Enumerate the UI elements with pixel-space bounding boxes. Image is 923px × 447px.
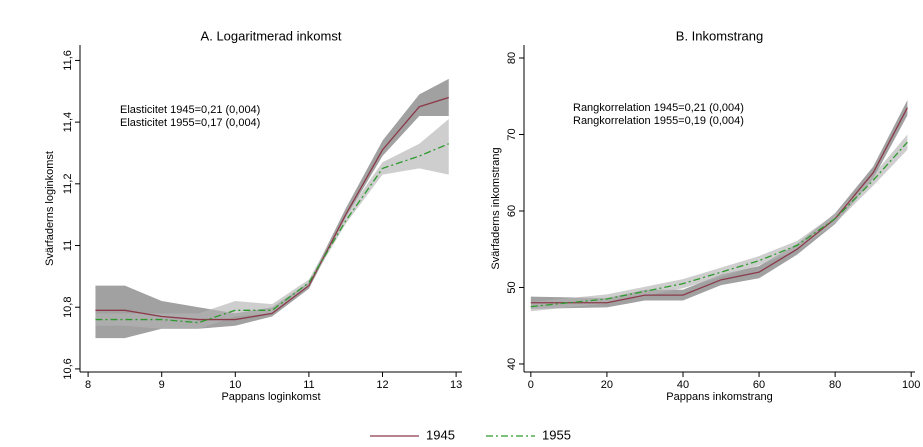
annotation: Elasticitet 1945=0,21 (0,004) [120,104,260,116]
confidence-band [95,78,449,339]
x-tick-label: 20 [601,379,613,391]
y-tick-label: 50 [506,281,518,293]
series-line [95,96,449,321]
series-line [530,141,908,308]
annotation: Rangkorrelation 1955=0,19 (0,004) [573,115,744,127]
legend-label: 1955 [542,427,571,442]
y-axis-label: Svärfaderns loginkomst [44,151,56,266]
x-axis-label: Pappans inkomstrang [666,391,772,403]
y-tick-label: 11,6 [62,50,74,71]
x-tick-label: 0 [528,379,534,391]
x-tick-label: 60 [753,379,765,391]
y-axis-label: Svärfaderns inkomstrang [490,147,502,269]
confidence-band [530,134,908,312]
y-tick-label: 11,4 [62,112,74,133]
x-tick-label: 80 [829,379,841,391]
y-tick-label: 11,2 [62,174,74,195]
y-tick-label: 80 [506,52,518,64]
x-axis-label: Pappans loginkomst [221,391,320,403]
x-tick-label: 9 [159,379,165,391]
x-tick-label: 11 [303,379,314,391]
x-tick-label: 8 [85,379,91,391]
y-tick-label: 11 [62,240,74,251]
annotation: Elasticitet 1955=0,17 (0,004) [120,117,260,129]
x-tick-label: 12 [376,379,388,391]
x-tick-label: 13 [450,379,462,391]
y-tick-label: 70 [506,128,518,140]
y-tick-label: 60 [506,205,518,217]
y-tick-label: 10,6 [62,358,74,379]
legend-label: 1945 [426,427,455,442]
panel-title: B. Inkomstrang [676,28,763,43]
series-line [530,107,908,304]
y-tick-label: 40 [506,358,518,370]
x-tick-label: 40 [677,379,689,391]
x-tick-label: 100 [902,379,920,391]
x-tick-label: 10 [229,379,241,391]
panel-title: A. Logaritmerad inkomst [201,28,342,43]
y-tick-label: 10,8 [62,297,74,318]
annotation: Rangkorrelation 1945=0,21 (0,004) [573,102,744,114]
